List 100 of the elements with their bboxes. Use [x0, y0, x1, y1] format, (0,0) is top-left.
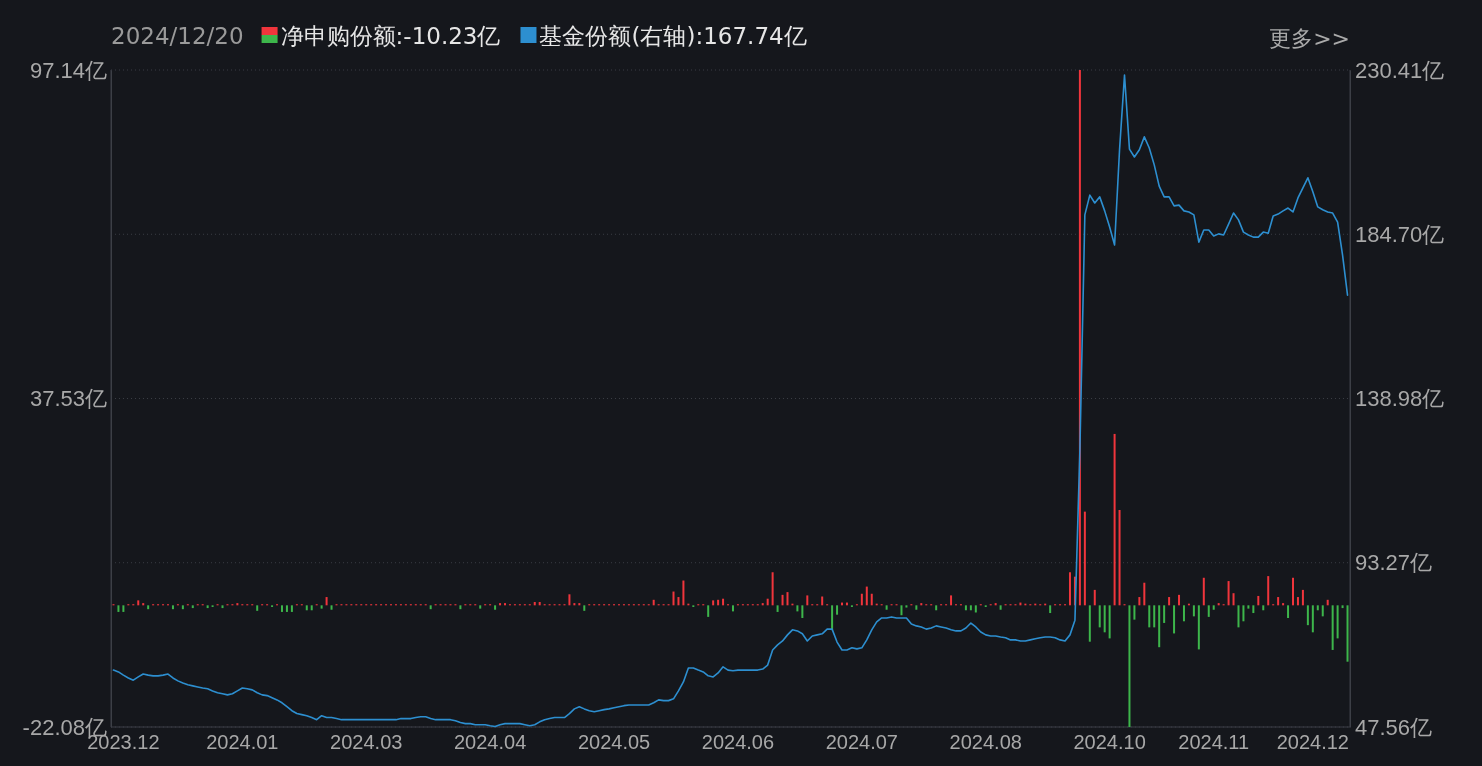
bar	[290, 605, 293, 612]
bar	[1227, 581, 1230, 606]
bar	[578, 603, 581, 606]
bar	[206, 605, 209, 609]
bar	[1247, 605, 1250, 609]
bar	[722, 598, 725, 606]
bar	[330, 605, 333, 610]
bar	[1153, 605, 1156, 628]
bar	[310, 605, 313, 611]
bar	[707, 605, 710, 617]
bar	[1277, 597, 1280, 606]
bar	[900, 605, 903, 616]
bar	[969, 605, 972, 611]
x-tick-label: 2024.12	[1276, 731, 1349, 754]
legend-label: 净申购份额:-10.23亿	[280, 23, 501, 49]
line-series	[112, 74, 1349, 728]
bar	[1212, 605, 1215, 610]
x-tick-label: 2024.05	[577, 731, 651, 754]
bar	[459, 605, 462, 610]
bar	[1306, 605, 1309, 626]
bar	[171, 605, 174, 610]
bar	[964, 605, 967, 611]
y2-tick-label: 93.27亿	[1355, 550, 1433, 576]
bar	[1232, 593, 1235, 606]
bar	[122, 605, 125, 612]
bar	[320, 605, 323, 609]
x-tick-label: 2024.01	[206, 731, 279, 754]
bar	[1301, 589, 1304, 606]
y-tick-label: 97.14亿	[29, 57, 107, 83]
bar	[1192, 605, 1195, 617]
bar	[1197, 605, 1200, 650]
y2-tick-label: 230.41亿	[1355, 57, 1445, 83]
bar	[1158, 605, 1161, 648]
bar	[285, 605, 288, 612]
bar	[1296, 597, 1299, 606]
bar	[573, 603, 576, 606]
bar	[221, 605, 224, 609]
bar	[1316, 605, 1319, 611]
bar	[1103, 605, 1106, 633]
bar	[905, 605, 908, 608]
bar	[786, 592, 789, 606]
x-tick-label: 2024.10	[1073, 731, 1146, 754]
bar	[1202, 577, 1205, 606]
bar	[1138, 597, 1141, 606]
bar	[1182, 605, 1185, 622]
bar	[1326, 599, 1329, 606]
y2-tick-label: 138.98亿	[1355, 386, 1445, 412]
x-tick-label: 2024.06	[701, 731, 775, 754]
bar	[870, 593, 873, 606]
bar	[1217, 603, 1220, 606]
bar	[1207, 605, 1210, 617]
y2-tick-label: 47.56亿	[1355, 714, 1433, 740]
bar	[137, 600, 140, 606]
bar	[1118, 509, 1121, 606]
bar	[147, 605, 150, 610]
bar	[1252, 605, 1255, 614]
bar	[236, 603, 239, 606]
x-tick-label: 2024.11	[1178, 731, 1250, 754]
bar	[1088, 605, 1091, 642]
bar	[831, 605, 834, 631]
x-tick-label: 2024.07	[825, 731, 898, 754]
bar	[1173, 605, 1176, 634]
bar	[1287, 605, 1290, 618]
bar	[1098, 605, 1101, 628]
bar	[1049, 605, 1052, 614]
chart-title: 2024/12/20	[111, 23, 244, 49]
bar	[672, 591, 675, 606]
bar	[999, 605, 1002, 610]
bar	[836, 605, 839, 615]
bar	[865, 586, 868, 606]
bar	[717, 599, 720, 606]
bar	[1128, 605, 1131, 727]
bar	[256, 605, 259, 611]
bar	[1093, 589, 1096, 606]
bar	[1168, 597, 1171, 606]
bar	[1113, 433, 1116, 606]
legend-label: 基金份额(右轴):167.74亿	[539, 23, 807, 49]
y-tick-label: 37.53亿	[29, 386, 107, 412]
bar	[1108, 605, 1111, 639]
bar	[1242, 605, 1245, 622]
bar	[885, 605, 888, 610]
bar	[935, 605, 938, 611]
bar	[1346, 605, 1349, 662]
bar	[712, 600, 715, 606]
bar	[305, 605, 308, 611]
bar	[1257, 595, 1260, 606]
bar	[1267, 576, 1270, 606]
bar	[191, 605, 194, 609]
bar	[1237, 605, 1240, 628]
bar	[1083, 511, 1086, 606]
bar	[761, 603, 764, 606]
bar	[806, 595, 809, 606]
bar	[652, 599, 655, 606]
x-tick-label: 2024.08	[949, 731, 1022, 754]
bar	[142, 603, 145, 606]
x-tick-label: 2024.04	[453, 731, 527, 754]
bar	[682, 580, 685, 606]
bar	[915, 605, 918, 610]
bar	[1133, 605, 1136, 620]
bar	[776, 605, 779, 612]
